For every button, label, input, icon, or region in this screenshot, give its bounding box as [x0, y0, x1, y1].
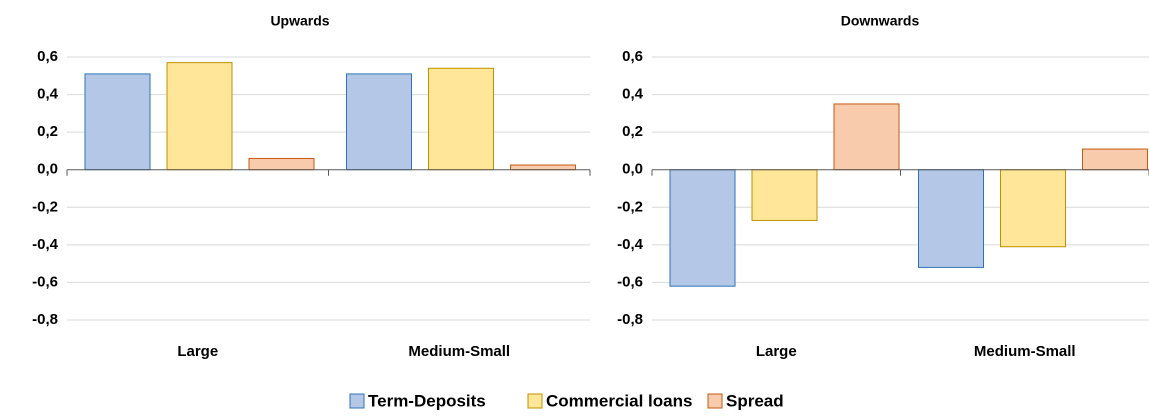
y-tick-label: 0,2 — [622, 123, 643, 140]
bar — [1082, 148, 1148, 171]
bar-group: Commercial loans — [751, 169, 818, 221]
bar-group: Spread — [833, 103, 900, 171]
y-tick-label: 0,2 — [37, 123, 58, 140]
bar — [84, 73, 151, 171]
bar-group: Term-Deposits — [669, 169, 736, 287]
y-tick-label: -0,2 — [617, 198, 643, 215]
bar — [510, 164, 576, 171]
legend-swatch — [527, 393, 543, 409]
y-tick-label: 0,0 — [622, 161, 643, 178]
bar — [166, 62, 233, 171]
x-tick-label: Large — [177, 343, 218, 360]
bar — [751, 169, 818, 221]
y-tick-label: -0,6 — [617, 273, 643, 290]
y-tick-label: 0,0 — [37, 161, 58, 178]
bar — [1000, 169, 1066, 248]
y-tick-label: -0,6 — [32, 273, 58, 290]
bar — [918, 169, 984, 268]
y-tick-label: -0,2 — [32, 198, 58, 215]
legend-label: Spread — [726, 391, 784, 410]
legend-swatch — [707, 393, 723, 409]
y-tick-label: -0,8 — [617, 311, 643, 328]
legend-swatch — [349, 393, 365, 409]
bar — [248, 157, 315, 171]
chart-title: Downwards — [841, 13, 920, 29]
bar — [833, 103, 900, 171]
bar-group — [84, 73, 151, 171]
y-tick-label: 0,6 — [622, 48, 643, 65]
bar-group — [166, 62, 233, 171]
legend-label: Term-Deposits — [368, 391, 486, 410]
y-tick-label: 0,4 — [622, 86, 644, 103]
x-tick-label: Large — [756, 343, 797, 360]
x-tick-label: Medium-Small — [974, 343, 1076, 360]
bar-group — [428, 67, 494, 171]
bar-group: Commercial loans — [1000, 169, 1066, 248]
y-tick-label: 0,4 — [37, 86, 59, 103]
x-tick-label: Medium-Small — [408, 343, 510, 360]
y-tick-label: -0,4 — [617, 236, 644, 253]
bar — [428, 67, 494, 171]
legend-label: Commercial loans — [546, 391, 692, 410]
bar — [669, 169, 736, 287]
bar-group: Spread — [1082, 148, 1148, 171]
y-tick-label: -0,4 — [32, 236, 59, 253]
y-tick-label: 0,6 — [37, 48, 58, 65]
bar-group — [346, 73, 412, 171]
bar-group — [510, 164, 576, 171]
bar-group — [248, 157, 315, 171]
bar-group: Term-Deposits — [918, 169, 984, 268]
y-tick-label: -0,8 — [32, 311, 58, 328]
chart-title: Upwards — [270, 13, 329, 29]
bar — [346, 73, 412, 171]
